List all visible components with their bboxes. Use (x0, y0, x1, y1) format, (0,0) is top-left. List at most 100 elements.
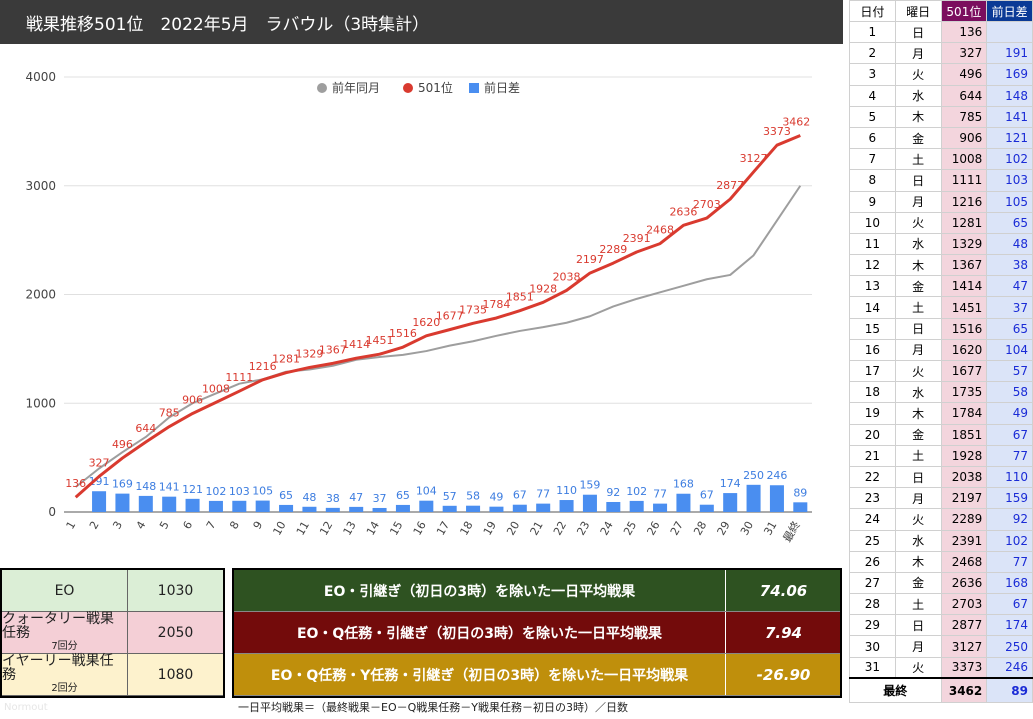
cell-dow: 月 (894, 338, 942, 362)
table-row: 8 日 1111 103 (849, 169, 1033, 192)
cell-rank: 1008 (940, 148, 988, 171)
cell-dow: 水 (894, 529, 942, 552)
line-data-label: 2197 (576, 253, 604, 266)
cell-date: 26 (849, 550, 896, 573)
mission-stat-label: イヤーリー戦果任務 2回分 (2, 654, 128, 695)
cell-diff: 148 (986, 84, 1033, 107)
table-row: 13 金 1414 47 (849, 275, 1033, 298)
table-row: 6 金 906 121 (849, 126, 1033, 150)
cell-date: 10 (849, 211, 896, 234)
cell-diff: 38 (986, 254, 1033, 277)
cell-diff: 77 (986, 444, 1033, 467)
cell-diff: 37 (986, 296, 1033, 319)
cell-diff: 48 (986, 232, 1033, 256)
bar-data-label: 141 (159, 481, 180, 494)
cell-rank: 1851 (940, 423, 988, 446)
cell-diff: 67 (986, 593, 1033, 616)
bar-diff (419, 500, 434, 512)
cell-dow: 木 (894, 254, 942, 277)
mission-stat-label: クォータリー戦果任務 7回分 (2, 612, 128, 653)
cell-rank: 1784 (940, 402, 988, 425)
cell-rank: 3373 (940, 656, 988, 679)
bar-diff (442, 505, 457, 512)
header-date: 日付 (849, 0, 896, 22)
table-row: 29 日 2877 174 (849, 614, 1033, 637)
table-row: 17 火 1677 57 (849, 359, 1033, 383)
x-tick-label: 18 (457, 519, 475, 538)
line-data-label: 1329 (295, 347, 323, 360)
bar-data-label: 65 (279, 489, 293, 502)
cell-dow: 日 (894, 614, 942, 637)
bar-data-label: 102 (626, 485, 647, 498)
x-tick-label: 13 (341, 519, 359, 538)
header-diff: 前日差 (986, 0, 1033, 22)
cell-dow: 月 (894, 42, 942, 65)
cell-diff: 65 (986, 211, 1033, 234)
bar-diff (395, 504, 410, 512)
mission-stat-row: イヤーリー戦果任務 2回分 1080 (2, 654, 223, 696)
average-label: EO・Q任務・引継ぎ（初日の3時）を除いた一日平均戦果 (234, 612, 726, 653)
average-value: 74.06 (759, 581, 808, 600)
average-value: 7.94 (764, 623, 802, 642)
final-rank: 3462 (940, 677, 988, 703)
formula-note: 一日平均戦果＝（最終戦果－EO－Q戦果任務－Y戦果任務－初日の3時）／日数 (238, 701, 628, 714)
line-data-label: 1735 (459, 303, 487, 316)
bar-data-label: 250 (743, 469, 764, 482)
mission-stat-value: 2050 (157, 624, 194, 641)
x-tick-label: 12 (317, 519, 335, 538)
cell-dow: 金 (894, 423, 942, 446)
chart-panel: 戦果推移501位 2022年5月 ラバウル（3時集計） 0 1000 2000 300… (0, 0, 843, 566)
bar-diff (536, 503, 551, 512)
final-label: 最終 (849, 677, 942, 703)
cell-date: 30 (849, 635, 896, 658)
average-row: EO・Q任務・引継ぎ（初日の3時）を除いた一日平均戦果 7.94 (234, 612, 840, 654)
x-tick-label: 23 (574, 519, 592, 538)
table-row: 16 月 1620 104 (849, 338, 1033, 362)
table-row: 27 金 2636 168 (849, 571, 1033, 595)
cell-rank: 3127 (940, 635, 988, 658)
cell-dow: 土 (894, 296, 942, 319)
series-line-previous-year (75, 185, 802, 488)
header-dow: 曜日 (894, 0, 942, 22)
average-stats-panel: EO・引継ぎ（初日の3時）を除いた一日平均戦果 74.06 EO・Q任務・引継ぎ（初… (232, 568, 842, 698)
cell-diff: 169 (986, 63, 1033, 86)
cell-diff: 110 (986, 465, 1033, 489)
bar-diff (302, 506, 317, 512)
bar-diff (629, 500, 644, 512)
x-tick-label: 28 (691, 519, 709, 538)
cell-diff: 141 (986, 105, 1033, 128)
line-data-label: 1677 (436, 310, 464, 323)
cell-date: 24 (849, 508, 896, 531)
cell-dow: 土 (894, 593, 942, 616)
table-row: 15 日 1516 65 (849, 317, 1033, 340)
cell-dow: 金 (894, 571, 942, 595)
watermark: Normout (4, 702, 48, 713)
x-tick-label: 11 (294, 519, 312, 538)
cell-diff: 174 (986, 614, 1033, 637)
line-data-label: 2877 (716, 179, 744, 192)
cell-date: 22 (849, 465, 896, 489)
bar-diff (699, 504, 714, 512)
mission-stat-value: 1030 (157, 582, 194, 599)
cell-diff (986, 20, 1033, 44)
chart-title: 戦果推移501位 2022年5月 ラバウル（3時集計） (26, 15, 430, 35)
cell-date: 23 (849, 487, 896, 510)
cell-diff: 57 (986, 359, 1033, 383)
cell-dow: 月 (894, 635, 942, 658)
line-data-label: 2636 (669, 205, 697, 218)
bar-diff (769, 485, 784, 512)
bar-data-label: 77 (536, 488, 550, 501)
cell-rank: 1216 (940, 190, 988, 213)
line-data-label: 2468 (646, 224, 674, 237)
cell-dow: 日 (894, 317, 942, 340)
cell-date: 1 (849, 20, 896, 44)
x-tick-label: 25 (621, 519, 639, 538)
bar-data-label: 102 (205, 485, 226, 498)
line-data-label: 1516 (389, 327, 417, 340)
bar-diff (325, 507, 340, 512)
cell-date: 31 (849, 656, 896, 679)
cell-diff: 77 (986, 550, 1033, 573)
cell-dow: 日 (894, 169, 942, 192)
average-row: EO・引継ぎ（初日の3時）を除いた一日平均戦果 74.06 (234, 570, 840, 612)
cell-diff: 246 (986, 656, 1033, 679)
